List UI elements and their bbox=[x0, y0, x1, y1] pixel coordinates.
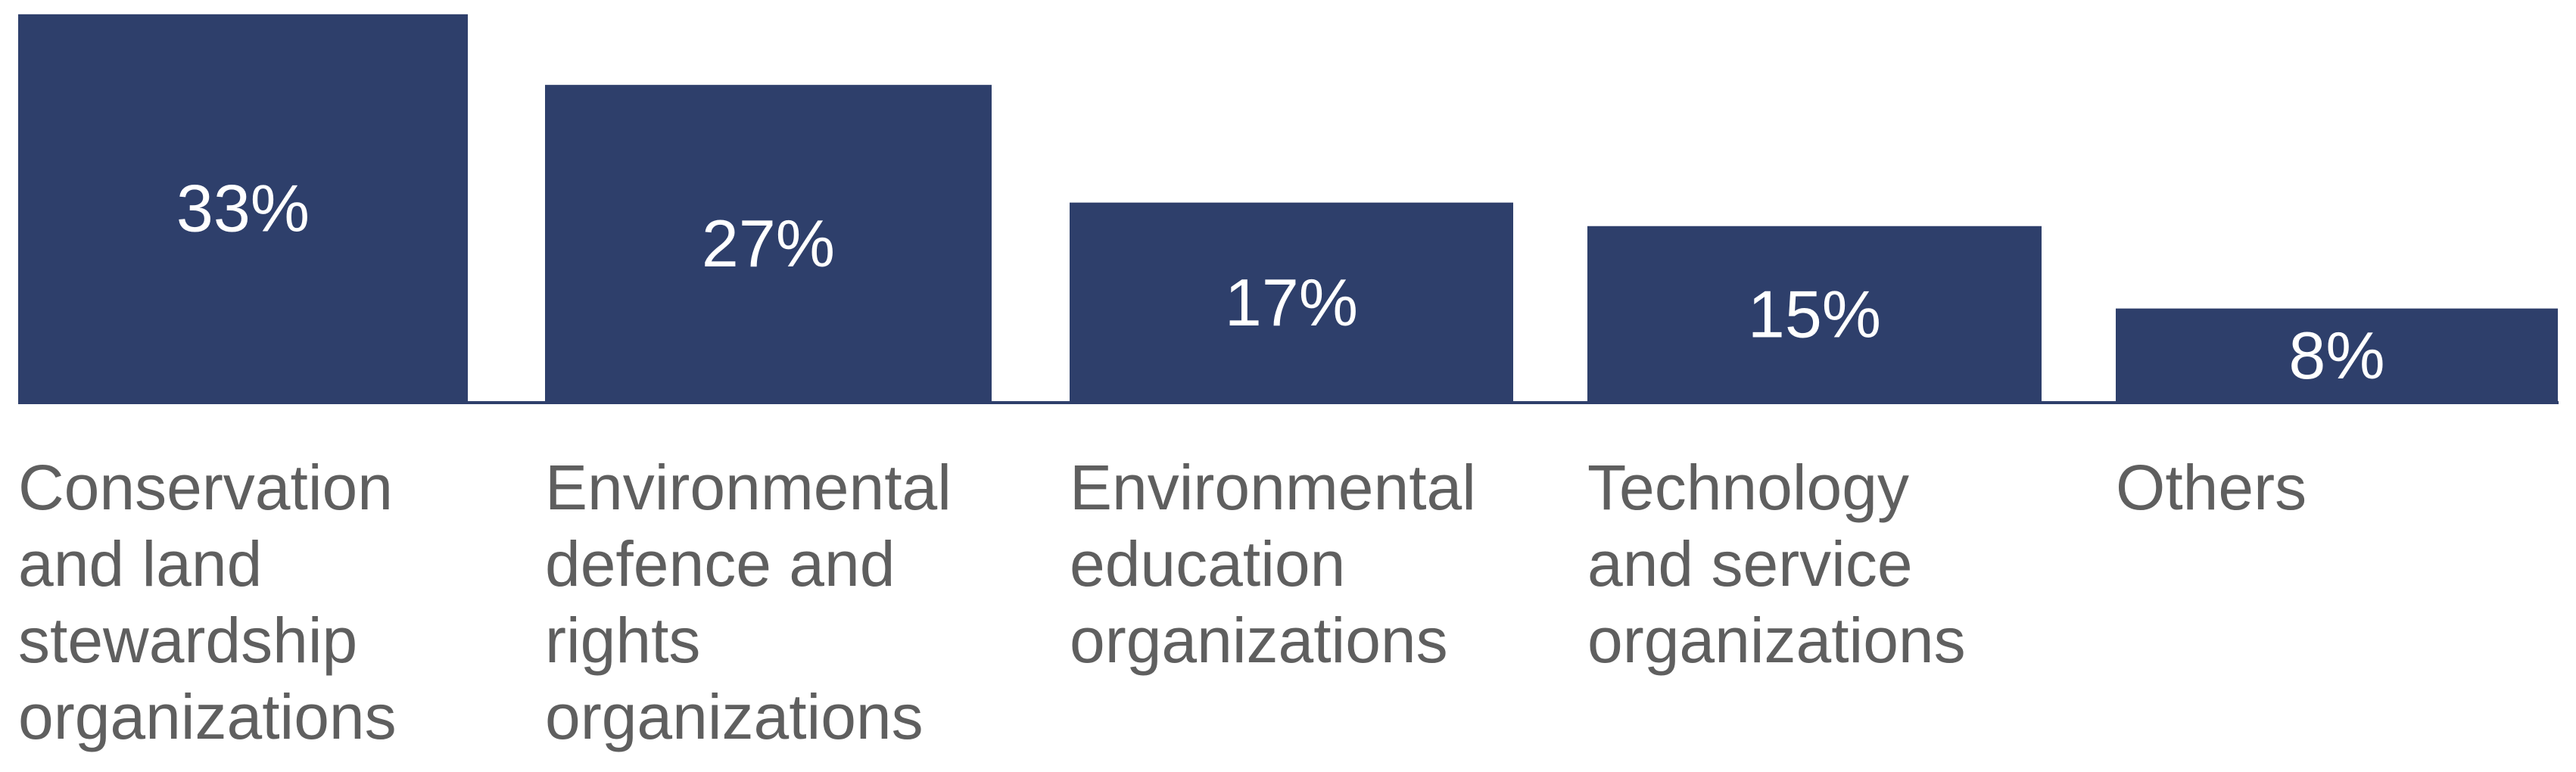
category-label-environmental: Environmental defence and rights organiz… bbox=[545, 452, 952, 752]
bar-environmental bbox=[1070, 202, 1513, 403]
bar-conservation bbox=[18, 14, 468, 403]
category-label-conservation: Conservation and land stewardship organi… bbox=[18, 452, 397, 752]
bar-value-label: 33% bbox=[176, 170, 310, 245]
category-label-technology: Technology and service organizations bbox=[1587, 452, 1966, 676]
bar-value-label: 17% bbox=[1225, 265, 1358, 340]
bar-others bbox=[2116, 308, 2558, 403]
bar-technology bbox=[1587, 226, 2042, 403]
bar-value-label: 8% bbox=[2288, 318, 2384, 393]
bar-value-label: 27% bbox=[702, 206, 835, 281]
category-label-environmental: Environmental education organizations bbox=[1070, 452, 1476, 676]
category-label-others: Others bbox=[2116, 452, 2307, 523]
bar-value-label: 15% bbox=[1748, 276, 1881, 351]
bar-environmental bbox=[545, 85, 992, 403]
